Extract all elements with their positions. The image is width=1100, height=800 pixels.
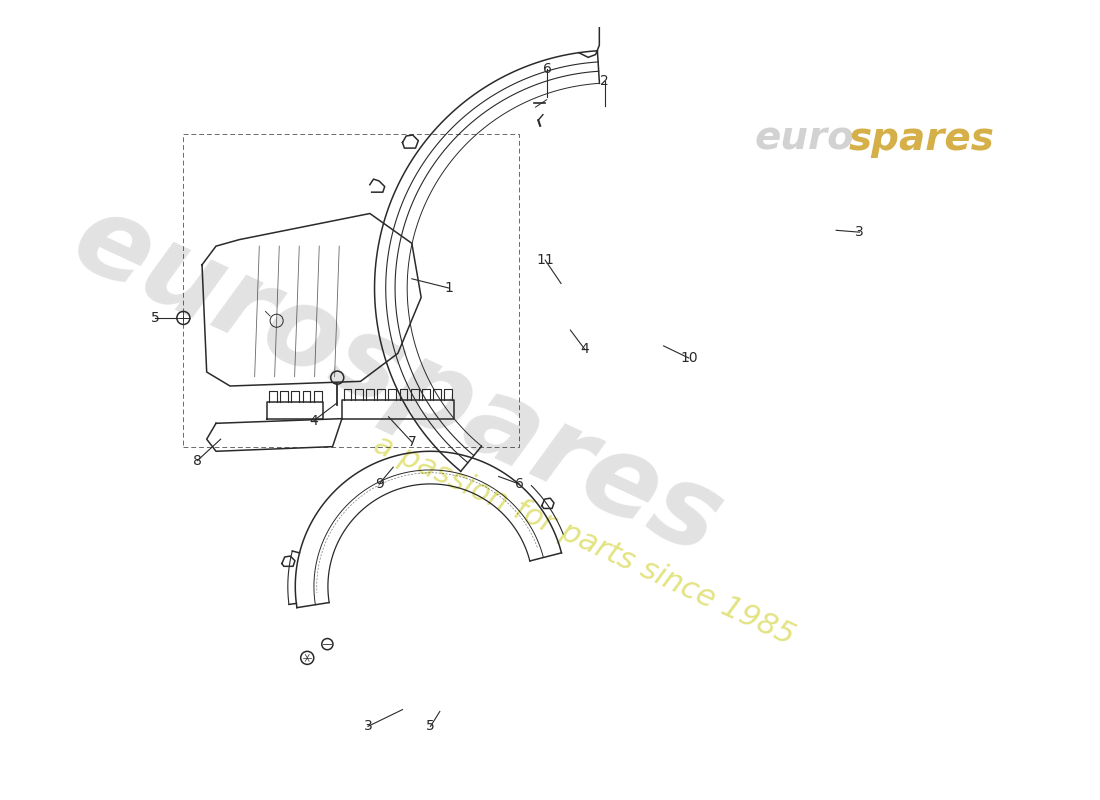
Text: 9: 9 [375, 477, 384, 491]
Text: 11: 11 [537, 253, 554, 267]
Text: 5: 5 [426, 719, 434, 734]
Text: 6: 6 [542, 62, 551, 76]
Text: 1: 1 [444, 281, 453, 295]
Text: 3: 3 [855, 225, 864, 239]
Text: 2: 2 [601, 74, 609, 88]
Text: euro: euro [755, 120, 855, 158]
Text: eurospares: eurospares [57, 185, 739, 578]
Text: 4: 4 [309, 414, 318, 427]
Text: 10: 10 [680, 351, 697, 365]
Text: 4: 4 [580, 342, 588, 356]
Text: a passion for parts since 1985: a passion for parts since 1985 [370, 430, 800, 650]
Text: 7: 7 [407, 435, 416, 449]
Text: spares: spares [849, 120, 994, 158]
Text: 3: 3 [364, 719, 373, 734]
Text: 8: 8 [192, 454, 201, 468]
Text: 5: 5 [151, 311, 160, 325]
Text: 6: 6 [515, 477, 524, 491]
